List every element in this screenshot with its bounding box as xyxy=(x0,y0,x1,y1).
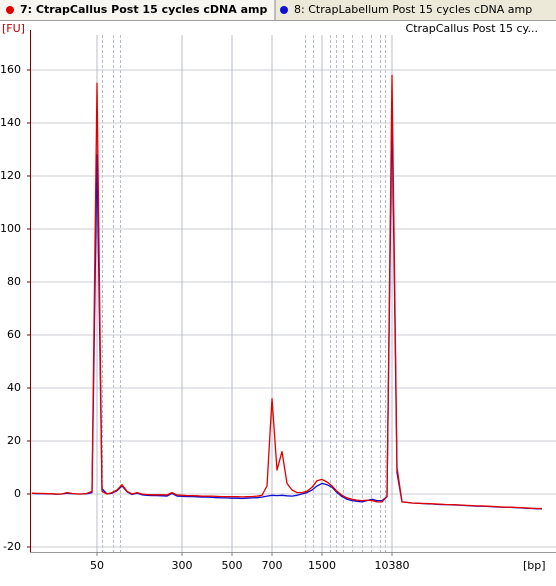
y-tick-label: 40 xyxy=(7,381,21,394)
y-tick-label: 20 xyxy=(7,434,21,447)
legend-label[interactable]: 7: CtrapCallus Post 15 cycles cDNA amp xyxy=(20,3,267,16)
y-tick-label: -20 xyxy=(3,540,21,553)
y-tick-label: 60 xyxy=(7,328,21,341)
x-tick-label: 10380 xyxy=(375,559,410,572)
x-tick-label: 700 xyxy=(262,559,283,572)
legend: 7: CtrapCallus Post 15 cycles cDNA amp 8:… xyxy=(6,3,532,16)
x-tick-label: 50 xyxy=(90,559,104,572)
y-tick-label: 80 xyxy=(7,275,21,288)
y-tick-label: 160 xyxy=(0,63,21,76)
series-line xyxy=(31,109,542,510)
y-tick-label: 0 xyxy=(14,487,21,500)
y-axis-label: [FU] xyxy=(2,22,25,35)
y-tick-label: 100 xyxy=(0,222,21,235)
legend-label: 8: CtrapLabellum Post 15 cycles cDNA amp xyxy=(294,3,532,16)
x-tick-label: 500 xyxy=(222,559,243,572)
legend-swatch xyxy=(6,6,14,14)
x-tick-label: 1500 xyxy=(308,559,336,572)
chart-title: CtrapCallus Post 15 cy... xyxy=(406,22,538,35)
series-line xyxy=(31,74,542,510)
legend-swatch xyxy=(280,6,288,14)
x-axis-label: [bp] xyxy=(523,559,546,572)
tab-active[interactable] xyxy=(0,0,275,20)
x-tick-label: 300 xyxy=(172,559,193,572)
y-tick-label: 140 xyxy=(0,116,21,129)
y-tick-label: 120 xyxy=(0,169,21,182)
